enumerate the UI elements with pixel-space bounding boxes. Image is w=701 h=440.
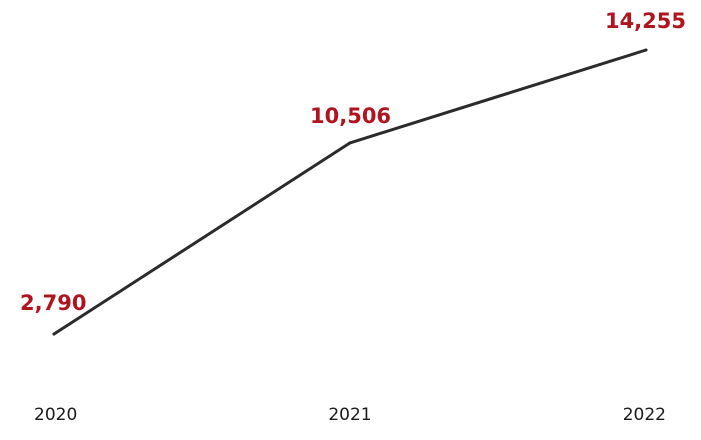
series-line <box>52 48 648 336</box>
x-axis-tick-labels: 2020 2021 2022 <box>34 405 666 425</box>
data-label-2021: 10,506 <box>310 104 391 128</box>
data-label-2022: 14,255 <box>605 9 686 33</box>
x-tick-label-2022: 2022 <box>623 405 666 425</box>
data-point-2021 <box>348 141 352 145</box>
data-label-2020: 2,790 <box>20 291 86 315</box>
data-point-2020 <box>52 332 56 336</box>
x-tick-label-2020: 2020 <box>34 405 77 425</box>
data-labels-group: 2,790 10,506 14,255 <box>20 9 686 315</box>
x-tick-label-2021: 2021 <box>328 405 371 425</box>
data-point-2022 <box>644 48 648 52</box>
series-line-group <box>52 48 648 336</box>
series-points-group <box>52 48 648 336</box>
